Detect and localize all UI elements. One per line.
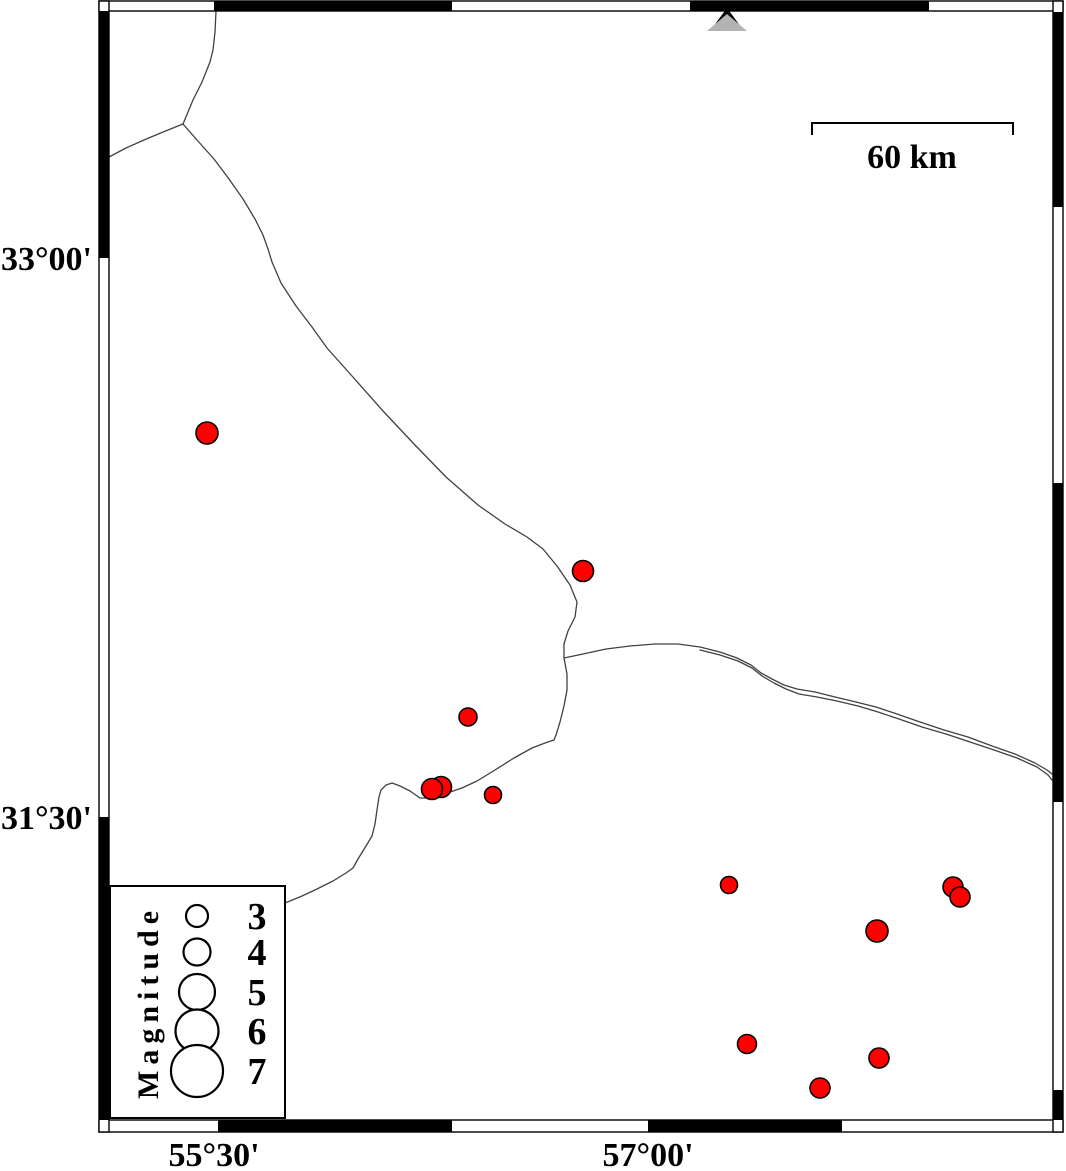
- axis-labels: 33°00' 31°30' 55°30' 57°00': [1, 241, 694, 1171]
- earthquake-marker: [195, 421, 219, 445]
- scale-bar-label: 60 km: [867, 139, 957, 176]
- earthquake-marker: [809, 1077, 831, 1099]
- legend-circle: [184, 903, 210, 929]
- scale-bar: 60 km: [811, 122, 1014, 176]
- earthquake-marker: [483, 785, 503, 805]
- boundary-line-border-main: [182, 123, 578, 904]
- frame-black-segment: [690, 1, 929, 11]
- legend-circle: [182, 937, 212, 967]
- longitude-label: 57°00': [602, 1137, 693, 1171]
- scale-bar-line: [811, 122, 1014, 135]
- legend-circle: [177, 972, 217, 1012]
- earthquake-marker: [865, 919, 889, 943]
- frame-black-segment: [1053, 1090, 1063, 1120]
- station-marker: [707, 8, 747, 31]
- frame-black-segment: [99, 11, 109, 258]
- legend-label: 6: [248, 1011, 267, 1053]
- latitude-label: 33°00': [1, 241, 92, 278]
- earthquake-marker: [868, 1047, 890, 1069]
- map-frame: [98, 0, 1064, 1133]
- legend-circle: [169, 1043, 225, 1099]
- earthquake-marker: [571, 559, 595, 583]
- frame-black-segment: [1053, 483, 1063, 802]
- latitude-label: 31°30': [1, 800, 92, 837]
- earthquake-marker: [719, 875, 739, 895]
- boundary-line-road-upper: [563, 643, 1053, 775]
- boundary-lines: [108, 10, 1053, 904]
- station-marker-gray-triangle: [707, 14, 747, 31]
- frame-black-segment: [214, 1, 452, 11]
- boundary-line-border-west-branch: [108, 123, 184, 158]
- frame-band-left: [98, 0, 110, 1133]
- legend-label: 3: [248, 896, 267, 938]
- boundary-line-border-north: [182, 10, 217, 125]
- boundary-line-road-lower: [699, 649, 1053, 781]
- legend-label: 4: [248, 932, 267, 974]
- longitude-label: 55°30': [168, 1137, 259, 1171]
- earthquake-markers: [195, 421, 971, 1099]
- frame-black-segment: [99, 817, 109, 1120]
- frame-black-segment: [218, 1120, 452, 1132]
- earthquake-marker: [458, 707, 478, 727]
- legend-title: Magnitude: [132, 905, 165, 1099]
- earthquake-marker: [736, 1033, 758, 1055]
- legend-label: 7: [248, 1051, 267, 1093]
- frame-black-segment: [648, 1120, 842, 1132]
- legend-label: 5: [248, 972, 267, 1014]
- earthquake-marker: [420, 777, 444, 801]
- frame-black-segment: [1053, 12, 1063, 207]
- earthquake-marker: [949, 886, 971, 908]
